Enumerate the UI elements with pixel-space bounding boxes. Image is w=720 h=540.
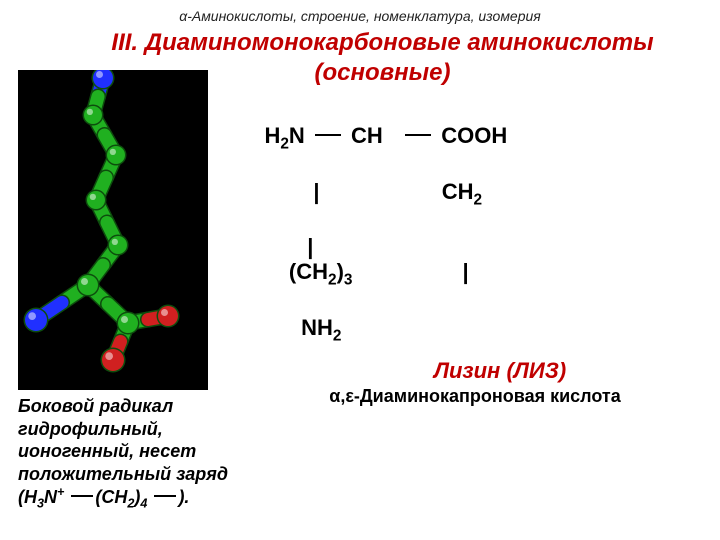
sidechain-description: Боковой радикал гидрофильный, ионогенный…: [18, 395, 328, 512]
formula-row-5: NH2: [240, 315, 700, 345]
compound-name: Лизин (ЛИЗ): [300, 358, 700, 384]
formula-row-3: |: [240, 234, 700, 259]
formula-gap-1: [240, 209, 700, 234]
heading-line-1: III. Диаминомонокарбоновые аминокислоты: [111, 29, 653, 56]
page-title: α-Аминокислоты, строение, номенклатура, …: [0, 8, 720, 24]
formula-row-2: | CH2: [240, 179, 700, 209]
formula-row-1: H2N CH COOH: [240, 98, 700, 179]
molecule-3d-graphic: [18, 70, 208, 390]
formula-row-4: (CH2)3 |: [240, 259, 700, 289]
structural-formula: H2N CH COOH | CH2 | (CH2)3 | NH2: [240, 98, 700, 345]
heading-line-2: (основные): [315, 59, 451, 86]
formula-gap-2: [240, 289, 700, 314]
